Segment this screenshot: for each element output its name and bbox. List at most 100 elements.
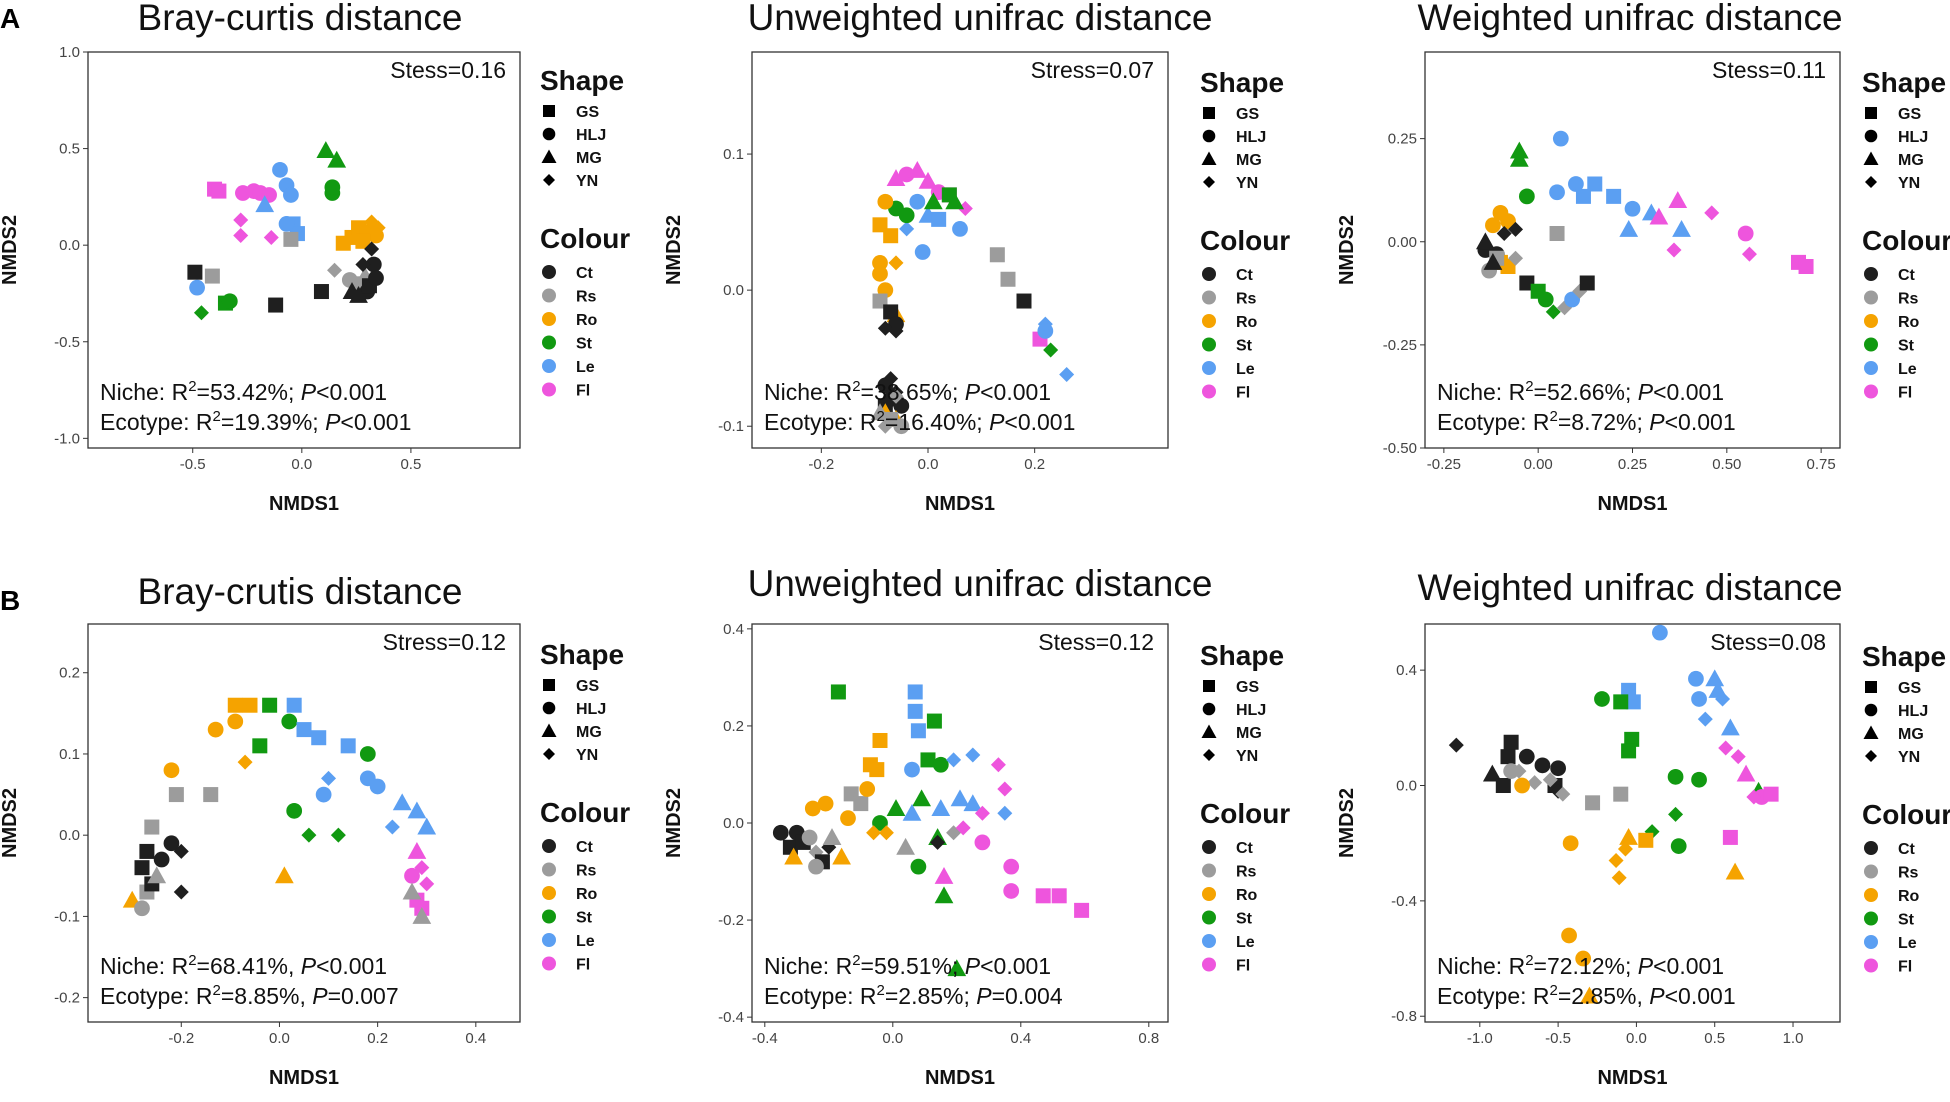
data-point: [1568, 176, 1584, 192]
data-point: [907, 161, 927, 178]
data-point: [877, 193, 894, 210]
data-point: [931, 211, 947, 227]
niche-superscript: 2: [188, 952, 196, 969]
ecotype-r2: =2.85%,: [1558, 983, 1649, 1009]
ecotype-superscript: 2: [877, 408, 885, 425]
niche-label: Niche: R: [764, 953, 852, 979]
legend-colour-label: Ro: [576, 312, 598, 329]
ecotype-r2: =16.40%;: [885, 409, 989, 435]
data-point: [1668, 806, 1684, 822]
data-point: [1667, 768, 1684, 785]
data-point: [1619, 828, 1638, 845]
data-point: [296, 722, 312, 738]
data-point: [904, 761, 920, 778]
legend-colour-label: Rs: [1236, 864, 1257, 881]
data-point: [1736, 764, 1756, 782]
data-point: [1500, 213, 1516, 229]
data-point: [1617, 841, 1633, 857]
data-point: [997, 781, 1013, 797]
legend-colour-label: Fl: [1898, 385, 1912, 402]
data-point: [1587, 176, 1603, 192]
legend-shape-title: Shape: [540, 65, 624, 96]
legend-colour-label: Ro: [1236, 887, 1258, 904]
y-tick-label: 0.0: [723, 815, 744, 832]
niche-r2: =38.65%;: [861, 379, 965, 405]
legend-shape-label: GS: [1236, 106, 1259, 123]
legend-colour-label: St: [1236, 911, 1253, 928]
legend-shape-yn-icon: [1865, 750, 1877, 762]
data-point: [134, 860, 150, 876]
data-point: [1619, 220, 1639, 237]
legend-colour-rs-icon: [1864, 864, 1878, 879]
x-tick-label: -0.25: [1427, 456, 1461, 473]
y-tick-label: -0.50: [1383, 440, 1417, 457]
ecotype-stat: Ecotype: R2=8.72%; P<0.001: [1437, 408, 1736, 435]
legend-shape-label: GS: [1898, 680, 1921, 697]
data-point: [832, 847, 851, 865]
legend-shape-label: YN: [1898, 175, 1920, 192]
y-tick-label: -0.4: [718, 1009, 744, 1026]
legend-colour-label: Fl: [576, 383, 590, 400]
legend-colour-rs-icon: [1864, 290, 1878, 305]
legend-colour-fl-icon: [542, 956, 556, 971]
data-point: [315, 786, 332, 803]
data-point: [808, 858, 824, 875]
chart-title: Unweighted unifrac distance: [748, 0, 1213, 38]
data-point: [1624, 731, 1640, 747]
legend-colour-label: Ro: [1898, 314, 1920, 331]
legend-colour-label: Le: [1236, 361, 1255, 378]
data-point: [888, 388, 904, 404]
legend-colour-ro-icon: [1202, 887, 1216, 901]
x-tick-label: 0.0: [882, 1030, 903, 1047]
legend-shape-label: GS: [1898, 106, 1921, 123]
data-point: [283, 187, 299, 203]
legend-colour-le-icon: [1202, 361, 1216, 375]
data-point: [898, 166, 915, 183]
niche-p-symbol: P: [301, 953, 317, 979]
data-point: [407, 842, 427, 859]
legend-colour-label: Ro: [1236, 314, 1258, 331]
data-point: [1705, 669, 1725, 687]
data-point: [931, 799, 951, 816]
data-point: [237, 754, 253, 770]
data-point: [1625, 694, 1641, 710]
legend-colour-ro-icon: [1864, 888, 1878, 902]
niche-label: Niche: R: [1437, 379, 1525, 405]
data-point: [368, 270, 384, 286]
data-point: [1697, 711, 1713, 727]
data-point: [286, 697, 302, 713]
y-tick-label: -0.1: [718, 418, 744, 435]
chart-title: Bray-curtis distance: [138, 0, 463, 38]
data-point: [311, 730, 327, 746]
data-point: [1624, 200, 1641, 217]
data-point: [1519, 275, 1535, 291]
y-tick-label: 0.1: [59, 746, 80, 763]
niche-r2: =52.66%;: [1534, 379, 1638, 405]
data-point: [907, 703, 923, 719]
data-point: [1621, 682, 1637, 698]
data-point: [1649, 207, 1669, 225]
y-axis-label: NMDS2: [663, 215, 685, 285]
data-point: [1718, 740, 1734, 756]
data-point: [974, 834, 991, 851]
data-point: [1542, 772, 1558, 788]
data-point: [1552, 130, 1569, 147]
data-point: [1564, 291, 1581, 308]
y-tick-label: 0.0: [59, 827, 80, 844]
legend-colour-label: Fl: [1236, 385, 1250, 402]
y-tick-label: -0.1: [54, 908, 80, 925]
y-tick-label: 0.00: [1388, 234, 1417, 251]
ecotype-p-symbol: P: [1649, 409, 1665, 435]
data-point: [926, 713, 942, 729]
data-points: [187, 141, 386, 321]
legend-shape-gs-icon: [1865, 681, 1877, 693]
data-point: [283, 231, 299, 247]
legend-colour-label: St: [1898, 338, 1915, 355]
x-axis-label: NMDS1: [925, 1067, 995, 1089]
ecotype-r2: =8.85%,: [221, 983, 312, 1009]
x-tick-label: 0.75: [1807, 456, 1836, 473]
data-point: [1000, 271, 1016, 287]
niche-p-symbol: P: [965, 953, 981, 979]
data-point: [1725, 862, 1745, 880]
legend: Shape GS HLJ MG YN Colour Ct Rs Ro St Le Fl: [1200, 67, 1290, 402]
